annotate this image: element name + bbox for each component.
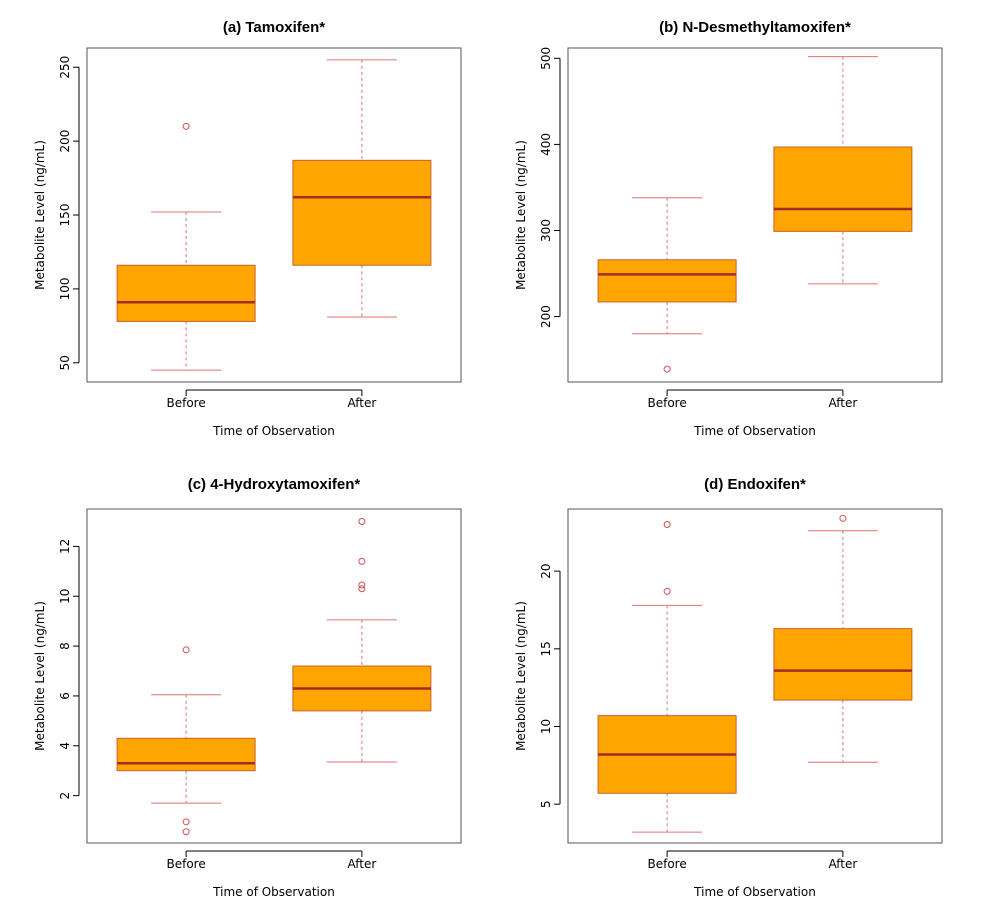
box-after [773, 56, 913, 285]
box-before [597, 197, 737, 373]
box-after [292, 517, 432, 763]
x-axis-title: Time of Observation [212, 885, 335, 899]
chart-title: (d) Endoxifen* [704, 476, 806, 493]
plot-frame [567, 47, 943, 383]
outlier-point [182, 122, 190, 130]
plot-frame [567, 508, 943, 844]
box-after [773, 514, 913, 763]
x-tick-label: Before [166, 396, 205, 410]
chart-title: (c) 4-Hydroxytamoxifen* [188, 476, 361, 493]
y-tick-label: 400 [539, 133, 553, 156]
x-tick-label: After [347, 857, 376, 871]
iqr-box [116, 264, 256, 322]
outlier-point [358, 557, 366, 565]
outlier-point [358, 517, 366, 525]
box-before [116, 122, 256, 371]
x-axis-title: Time of Observation [693, 885, 816, 899]
x-axis-title: Time of Observation [212, 424, 335, 438]
y-tick-label: 50 [58, 355, 72, 370]
iqr-box [597, 259, 737, 303]
y-tick-label: 15 [539, 641, 553, 656]
plot-frame [86, 508, 462, 844]
y-tick-label: 20 [539, 563, 553, 578]
x-axis-title: Time of Observation [693, 424, 816, 438]
box-before [597, 521, 737, 833]
y-tick-label: 4 [58, 742, 72, 750]
y-tick-label: 8 [58, 642, 72, 650]
outlier-point [182, 818, 190, 826]
y-tick-label: 6 [58, 692, 72, 700]
chart-panel-2: (b) N-Desmethyltamoxifen* 200 300 400 500 Bef… [514, 19, 943, 438]
chart-title: (a) Tamoxifen* [223, 19, 325, 36]
y-tick-label: 500 [539, 47, 553, 70]
x-tick-label: After [347, 396, 376, 410]
y-axis-title: Metabolite Level (ng/mL) [33, 601, 47, 751]
y-axis-title: Metabolite Level (ng/mL) [514, 601, 528, 751]
y-tick-label: 12 [58, 539, 72, 554]
chart-panel-4: (d) Endoxifen* 5 10 15 20 Before After Time of … [514, 476, 943, 899]
chart-panel-3: (c) 4-Hydroxytamoxifen* 2 4 6 8 10 12 Before Aft… [33, 476, 462, 899]
y-tick-label: 10 [58, 589, 72, 604]
y-tick-label: 300 [539, 219, 553, 242]
y-tick-label: 200 [539, 305, 553, 328]
iqr-box [773, 628, 913, 701]
y-tick-label: 100 [58, 277, 72, 300]
outlier-point [839, 514, 847, 522]
iqr-box [116, 737, 256, 772]
outlier-point [358, 581, 366, 589]
y-axis-title: Metabolite Level (ng/mL) [33, 140, 47, 290]
chart-title: (b) N-Desmethyltamoxifen* [659, 19, 851, 36]
outlier-point [663, 587, 671, 595]
y-tick-label: 2 [58, 792, 72, 800]
x-tick-label: Before [647, 857, 686, 871]
iqr-box [773, 146, 913, 232]
outlier-point [182, 828, 190, 836]
box-before [116, 646, 256, 836]
y-tick-label: 200 [58, 130, 72, 153]
x-tick-label: Before [647, 396, 686, 410]
y-tick-label: 150 [58, 204, 72, 227]
outlier-point [663, 521, 671, 529]
plot-frame [86, 47, 462, 383]
outlier-point [358, 585, 366, 593]
y-axis-title: Metabolite Level (ng/mL) [514, 140, 528, 290]
box-after [292, 59, 432, 318]
x-tick-label: After [828, 396, 857, 410]
y-tick-label: 5 [539, 800, 553, 808]
x-tick-label: Before [166, 857, 205, 871]
y-tick-label: 250 [58, 56, 72, 79]
x-tick-label: After [828, 857, 857, 871]
chart-panel-1: (a) Tamoxifen* 50 100 150 200 250 Before After T… [33, 19, 462, 438]
iqr-box [292, 159, 432, 266]
y-tick-label: 10 [539, 719, 553, 734]
outlier-point [663, 365, 671, 373]
outlier-point [182, 646, 190, 654]
